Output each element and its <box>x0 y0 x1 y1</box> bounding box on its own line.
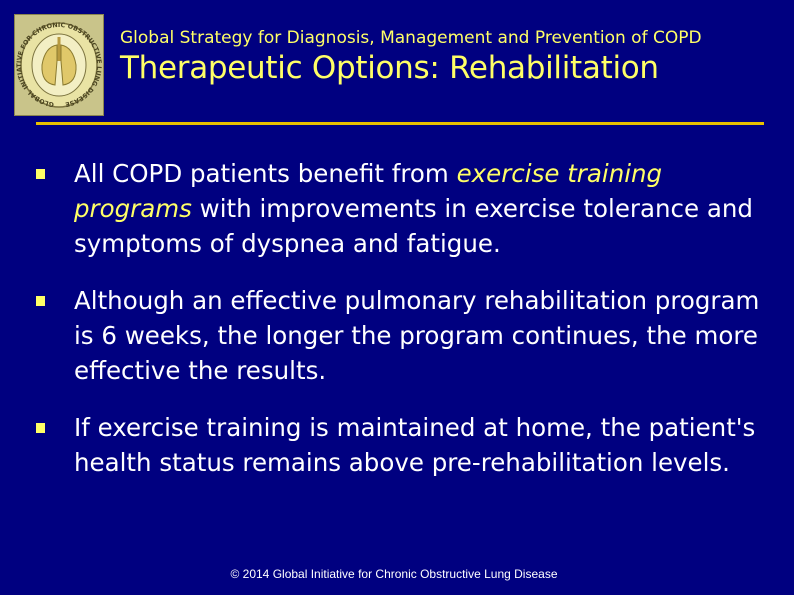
bullet-text: Although an effective pulmonary rehabili… <box>74 286 760 385</box>
bullet-emphasis: exercise training programs <box>74 159 663 223</box>
slide-title: Therapeutic Options: Rehabilitation <box>120 50 659 86</box>
square-bullet-icon <box>36 169 45 179</box>
square-bullet-icon <box>36 296 45 306</box>
bullet-list: All COPD patients benefit from exercise … <box>36 156 776 502</box>
bullet-item: All COPD patients benefit from exercise … <box>36 156 776 261</box>
bullet-text: All COPD patients benefit from <box>74 159 457 188</box>
bullet-text-continued: with improvements in exercise tolerance … <box>74 194 753 258</box>
gold-logo: GLOBAL INITIATIVE FOR CHRONIC OBSTRUCTIV… <box>14 14 104 116</box>
square-bullet-icon <box>36 423 45 433</box>
bullet-item: Although an effective pulmonary rehabili… <box>36 283 776 388</box>
copyright-footer: © 2014 Global Initiative for Chronic Obs… <box>0 567 794 581</box>
gold-lungs-seal-icon: GLOBAL INITIATIVE FOR CHRONIC OBSTRUCTIV… <box>15 21 103 109</box>
footer-text: © 2014 Global Initiative for Chronic Obs… <box>230 567 558 581</box>
title-divider <box>36 122 764 125</box>
presentation-supertitle: Global Strategy for Diagnosis, Managemen… <box>120 28 702 48</box>
bullet-text: If exercise training is maintained at ho… <box>74 413 756 477</box>
bullet-item: If exercise training is maintained at ho… <box>36 410 776 480</box>
